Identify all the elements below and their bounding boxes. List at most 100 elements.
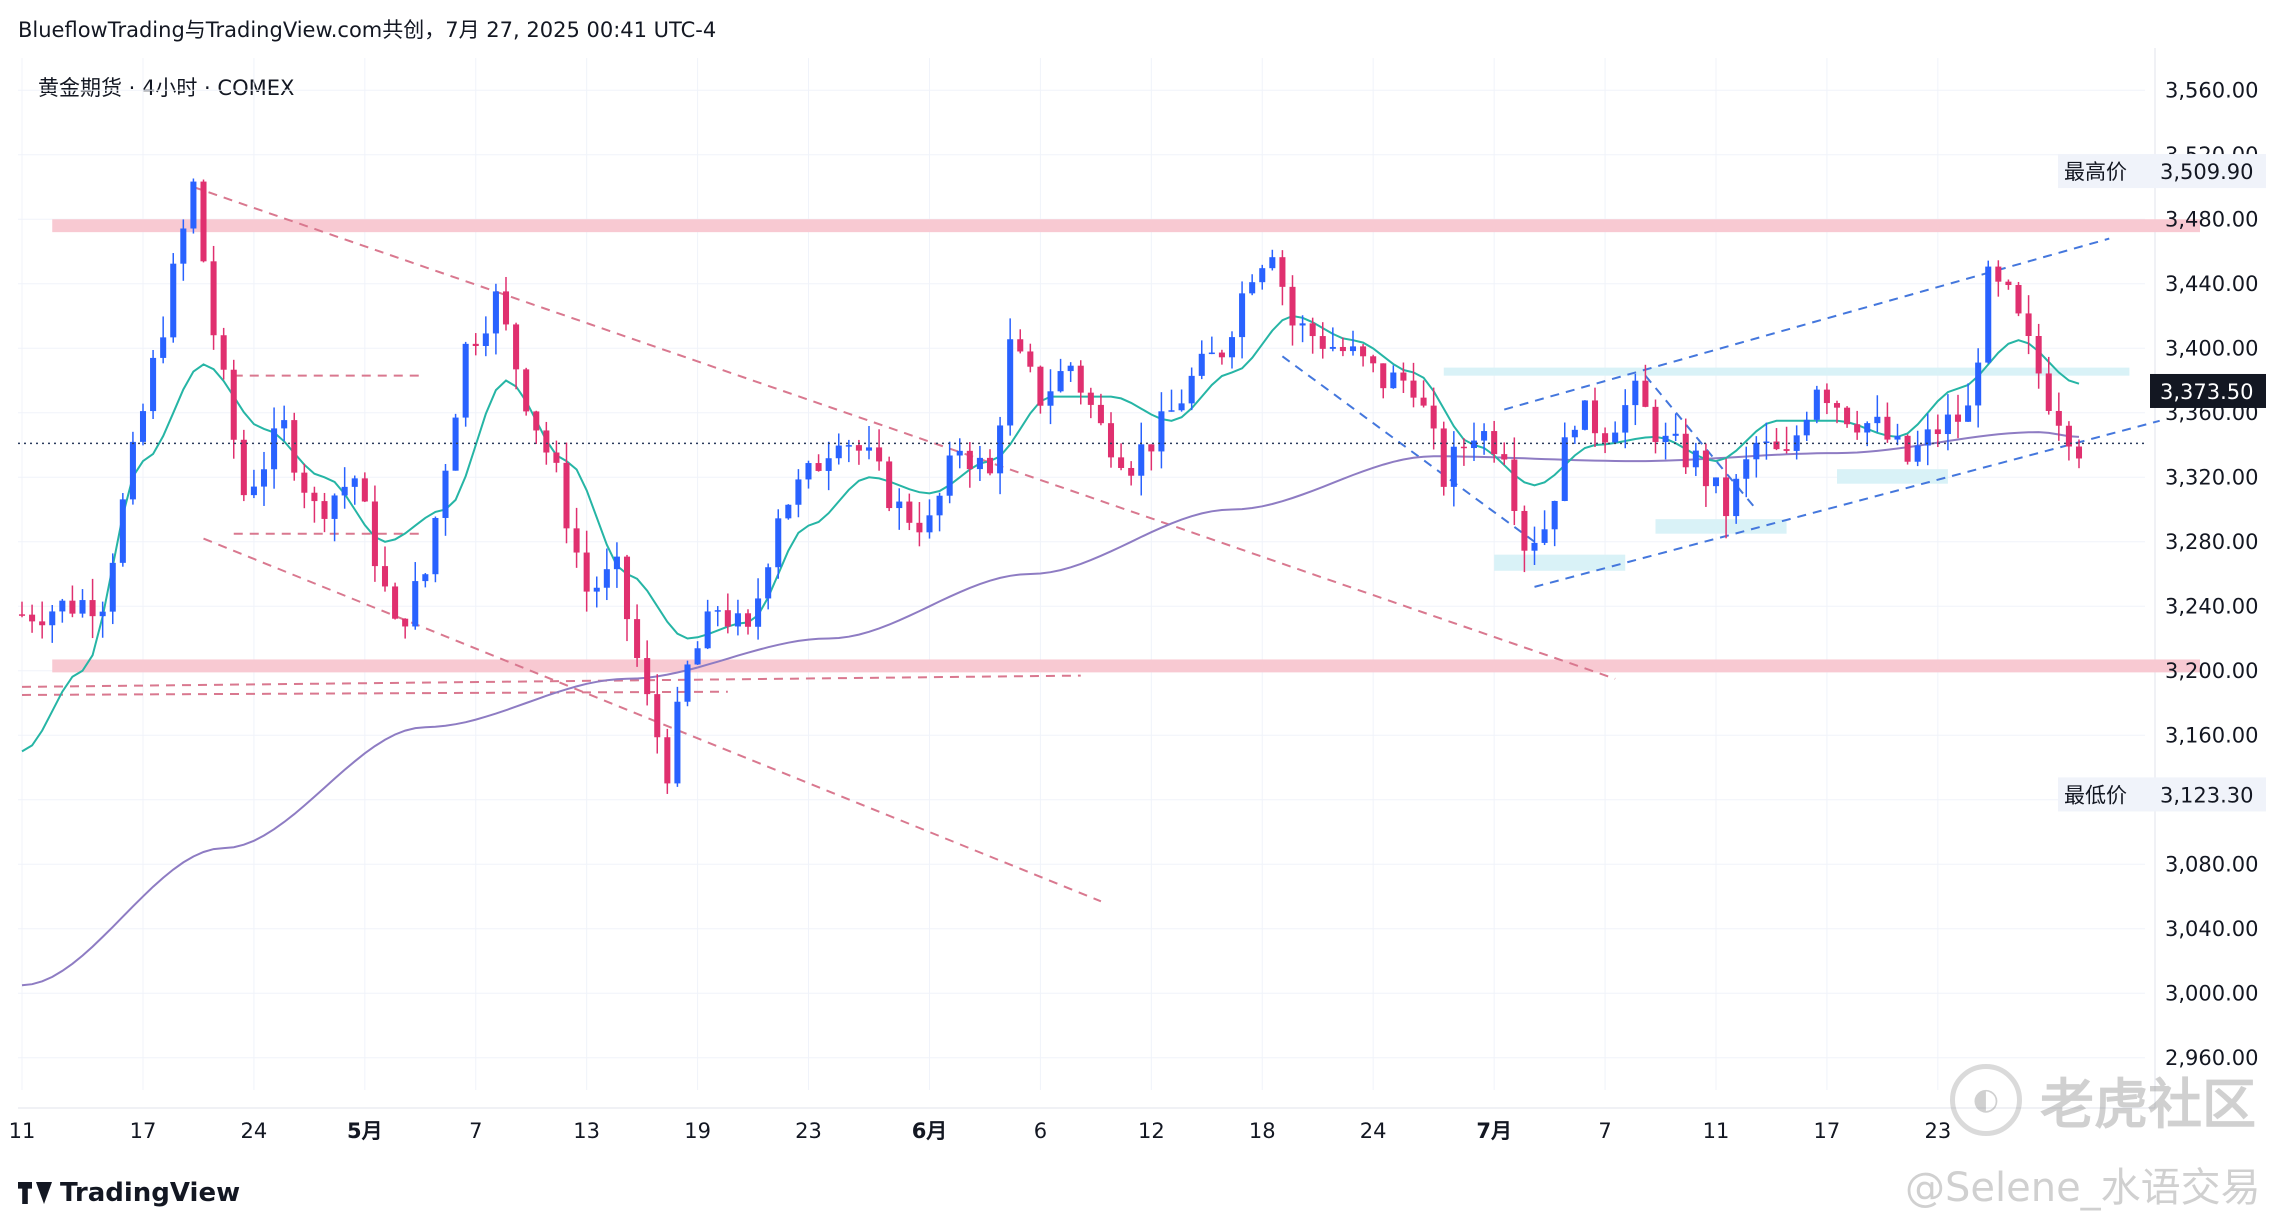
candle-body (1602, 433, 1609, 443)
candle-body (1329, 346, 1336, 349)
candle-body (1813, 389, 1820, 420)
candle-body (1460, 446, 1467, 449)
y-tick-label: 2,960.00 (2165, 1046, 2259, 1070)
candle-body (553, 452, 560, 463)
trend-line (193, 186, 1616, 680)
chart-trendlines (21, 186, 2160, 903)
candle-body (775, 518, 782, 568)
candle-body (916, 522, 923, 533)
candle-body (1360, 346, 1367, 357)
candle-body (1642, 380, 1649, 407)
candle-body (1692, 450, 1699, 468)
candle-body (956, 450, 963, 456)
candle-body (99, 611, 106, 617)
candle-body (2075, 446, 2083, 459)
x-tick-label: 6 (1034, 1119, 1047, 1143)
community-watermark: ◐ 老虎社区 (1950, 1060, 2256, 1139)
candle-body (1299, 323, 1306, 326)
candle-body (89, 600, 96, 617)
candle-body (1430, 405, 1437, 429)
candle-body (170, 263, 177, 338)
candle-body (533, 411, 540, 431)
candle-body (432, 517, 439, 575)
tradingview-logo-icon (18, 1182, 52, 1204)
candle-body (1501, 454, 1508, 460)
x-tick-label: 24 (241, 1119, 268, 1143)
candle-body (1944, 414, 1951, 435)
price-badge-value-bg (2150, 777, 2266, 812)
x-tick-label: 11 (1703, 1119, 1730, 1143)
x-tick-label: 7 (469, 1119, 482, 1143)
x-axis: 11 17 24 5月 7 13 19 23 6月 6 12 18 24 7月 7 11 17 23 (9, 1119, 1952, 1143)
candle-body (49, 611, 56, 626)
candle-body (795, 479, 802, 505)
candle-body (2015, 285, 2022, 314)
x-tick-label: 7 (1598, 1119, 1611, 1143)
candle-body (906, 501, 913, 523)
x-tick-label: 13 (573, 1119, 600, 1143)
price-badge-label-bg (2058, 154, 2152, 189)
candle-body (1228, 337, 1236, 358)
candle-body (876, 447, 883, 462)
candle-body (150, 357, 157, 412)
candle-body (1632, 380, 1639, 406)
candle-body (1934, 429, 1941, 435)
candlestick-series (18, 178, 2083, 794)
candle-body (1864, 423, 1871, 433)
symbol-legend[interactable]: 黄金期货 · 4小时 · COMEX (38, 76, 295, 100)
candle-body (160, 337, 167, 358)
chart-zones (52, 219, 2200, 673)
candle-body (1208, 352, 1215, 355)
chart-title: BlueflowTrading与TradingView.com共创，7月 27,… (18, 18, 717, 42)
candle-body (331, 495, 338, 519)
candle-body (1652, 406, 1659, 443)
candle-body (664, 737, 671, 784)
candle-body (1289, 286, 1296, 326)
candle-body (442, 470, 449, 518)
price-badge-value: 3,373.50 (2160, 380, 2254, 404)
candle-body (321, 501, 328, 519)
candle-body (704, 611, 711, 649)
candle-body (1763, 441, 1770, 443)
candle-body (1481, 431, 1488, 441)
support-resistance-zone (1443, 367, 2130, 376)
chart-grid (18, 48, 2156, 1109)
candle-body (1259, 268, 1266, 283)
candle-body (1904, 435, 1911, 462)
candle-body (1007, 339, 1014, 426)
candle-body (896, 501, 903, 509)
candle-body (563, 462, 570, 529)
candle-body (765, 567, 772, 599)
candle-body (1420, 397, 1427, 406)
candle-body (845, 445, 852, 447)
candle-body (392, 586, 399, 619)
candle-body (1712, 477, 1720, 487)
price-badge-value: 3,123.30 (2160, 783, 2254, 807)
price-badge-label: 最低价 (2064, 783, 2127, 807)
trend-line (1281, 355, 1536, 543)
candle-body (1793, 435, 1800, 451)
candle-body (281, 420, 288, 429)
candle-body (1279, 257, 1286, 287)
candle-body (180, 228, 187, 264)
candle-body (1057, 371, 1064, 392)
candle-body (1521, 510, 1528, 551)
candle-body (744, 613, 752, 627)
candle-body (1783, 449, 1790, 451)
candle-body (220, 335, 227, 370)
x-tick-label: 17 (1814, 1119, 1841, 1143)
candle-body (1198, 353, 1205, 376)
candle-body (835, 445, 842, 459)
candle-body (1833, 403, 1841, 408)
candle-body (1470, 440, 1478, 449)
candle-body (502, 291, 510, 325)
tradingview-logo[interactable]: TradingView (18, 1178, 240, 1208)
candle-body (1702, 450, 1709, 487)
candle-body (1037, 366, 1044, 406)
candle-body (986, 457, 994, 474)
y-tick-label: 3,080.00 (2165, 852, 2259, 876)
y-tick-label: 3,400.00 (2165, 336, 2259, 360)
candle-body (513, 324, 520, 370)
candle-body (694, 648, 701, 665)
